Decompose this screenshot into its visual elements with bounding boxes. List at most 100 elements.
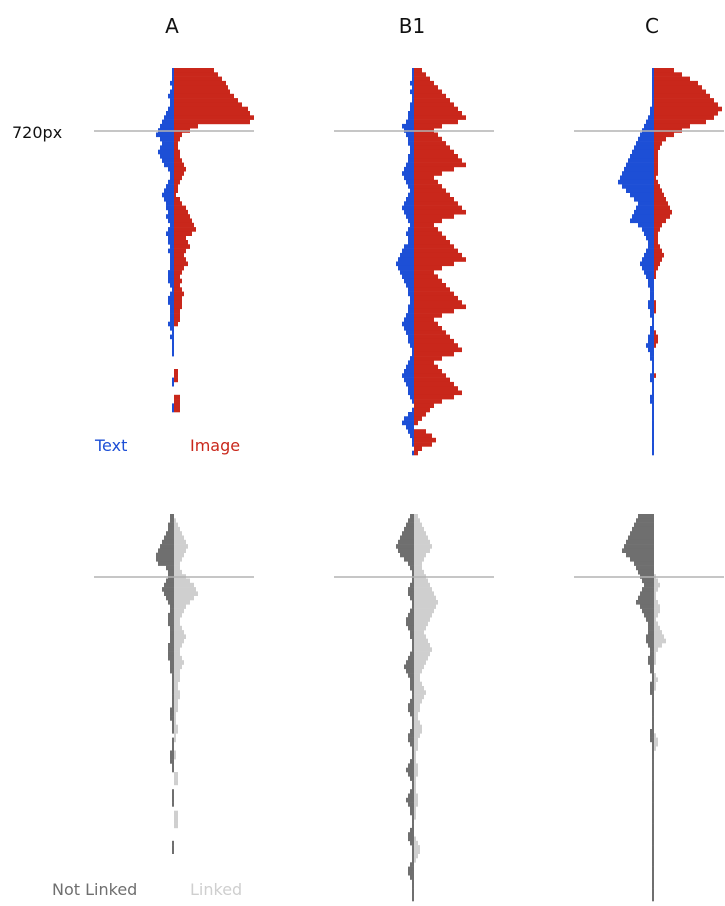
bar-bottom-a-left-34	[170, 660, 174, 665]
bar-bottom-a-right-60	[174, 772, 178, 777]
bar-top-b1-left-54	[410, 300, 414, 305]
bar-bottom-b1-right-32	[414, 651, 430, 657]
bar-bottom-b1-left-69	[410, 810, 414, 816]
bar-bottom-c-left-1	[636, 518, 654, 523]
bar-bottom-a-right-15	[174, 578, 190, 584]
bar-bottom-b1-right-52	[414, 737, 418, 743]
bar-top-a-right-72	[174, 377, 178, 383]
bar-bottom-b1-right-46	[414, 711, 418, 717]
bar-top-a-right-44	[174, 257, 186, 262]
bar-top-b1-left-49	[404, 278, 414, 284]
bar-bottom-a-left-10	[156, 557, 174, 562]
bar-top-b1-left-41	[404, 244, 414, 249]
bar-top-b1-right-45	[414, 261, 454, 267]
bar-bottom-c-left-56	[652, 754, 654, 760]
bar-bottom-a-left-52	[172, 737, 174, 743]
bar-top-b1-left-55	[408, 304, 414, 310]
bar-top-b1-right-59	[414, 321, 438, 327]
bar-top-b1-right-11	[414, 115, 466, 120]
bar-top-a-left-50	[170, 283, 174, 288]
bar-top-c-right-41	[654, 244, 660, 249]
bar-bottom-b1-right-30	[414, 643, 430, 648]
bar-bottom-c-left-84	[652, 875, 654, 880]
bar-top-c-left-62	[648, 334, 654, 340]
bar-top-c-left-79	[652, 407, 654, 413]
bar-top-b1-left-43	[400, 252, 414, 258]
bar-top-a-left-19	[158, 149, 174, 155]
bar-top-c-right-10	[654, 111, 718, 116]
bar-top-c-left-87	[652, 442, 654, 447]
bar-top-b1-right-21	[414, 158, 462, 163]
bar-bottom-c-left-31	[650, 647, 654, 652]
bar-bottom-a-right-23	[174, 612, 182, 618]
bar-bottom-b1-left-58	[408, 763, 414, 768]
bar-bottom-a-right-26	[174, 625, 182, 631]
bar-top-c-right-62	[654, 334, 658, 340]
bar-top-a-left-40	[168, 240, 174, 245]
bar-top-a-left-48	[168, 274, 174, 279]
bar-top-a-left-33	[168, 209, 174, 215]
bar-bottom-c-left-2	[634, 522, 654, 528]
bar-bottom-c-right-15	[654, 578, 658, 584]
bar-top-b1-right-51	[414, 287, 450, 292]
bar-top-b1-left-21	[408, 158, 414, 163]
bar-top-c-left-34	[632, 214, 654, 219]
bar-top-a-right-7	[174, 98, 238, 103]
bar-bottom-a-right-4	[174, 531, 182, 536]
bar-bottom-a-left-1	[170, 518, 174, 523]
bar-bottom-c-left-66	[652, 797, 654, 803]
bar-top-a-left-65	[172, 347, 174, 353]
bar-bottom-b1-left-22	[410, 608, 414, 614]
bar-bottom-c-left-20	[636, 600, 654, 605]
bar-bottom-a-right-19	[174, 595, 194, 601]
bar-top-b1-right-53	[414, 295, 458, 301]
bar-bottom-b1-right-27	[414, 630, 424, 635]
bar-top-c-left-63	[648, 338, 654, 344]
bar-bottom-c-left-76	[652, 840, 654, 846]
bar-top-c-right-56	[654, 308, 656, 314]
bar-bottom-b1-left-15	[412, 578, 414, 584]
bar-top-a-left-21	[162, 158, 174, 163]
bar-top-b1-right-8	[414, 102, 454, 107]
bar-top-b1-right-20	[414, 154, 458, 159]
bar-top-a-left-18	[160, 145, 174, 150]
bar-bottom-a-right-37	[174, 673, 180, 678]
bar-bottom-c-left-15	[642, 578, 654, 584]
bar-bottom-b1-left-8	[398, 548, 414, 553]
bar-top-a-left-2	[172, 76, 174, 82]
bar-top-c-left-70	[652, 369, 654, 374]
bar-bottom-c-left-38	[652, 677, 654, 682]
bar-top-b1-left-52	[408, 291, 414, 297]
bar-top-a-right-49	[174, 278, 182, 284]
bar-bottom-c-left-0	[638, 514, 654, 519]
bar-bottom-a-right-42	[174, 694, 180, 700]
bar-top-b1-right-43	[414, 252, 462, 258]
bar-bottom-a-right-16	[174, 582, 194, 588]
bar-top-a-left-15	[156, 132, 174, 138]
bar-bottom-c-left-22	[642, 608, 654, 614]
bar-top-b1-left-77	[412, 399, 414, 404]
bar-top-c-left-47	[644, 270, 654, 275]
bar-bottom-b1-left-62	[412, 780, 414, 786]
bar-top-a-right-18	[174, 145, 178, 150]
bar-bottom-a-left-7	[160, 544, 174, 549]
bar-top-c-left-41	[648, 244, 654, 249]
bar-top-b1-right-17	[414, 141, 446, 146]
bar-bottom-b1-right-18	[414, 591, 434, 596]
bar-top-c-left-85	[652, 433, 654, 439]
bar-bottom-a-left-23	[168, 612, 174, 618]
bar-top-c-left-32	[636, 205, 654, 211]
bar-bottom-c-left-88	[652, 892, 654, 897]
bar-bottom-c-left-80	[652, 858, 654, 863]
bar-top-b1-right-42	[414, 248, 458, 254]
bar-top-b1-left-2	[412, 76, 414, 82]
bar-bottom-a-left-46	[170, 711, 174, 717]
bar-top-b1-right-79	[414, 407, 430, 413]
bar-top-a-right-48	[174, 274, 180, 279]
bar-top-c-left-2	[652, 76, 654, 82]
bar-bottom-a-right-35	[174, 664, 182, 670]
bar-bottom-b1-right-10	[414, 557, 424, 562]
bar-bottom-b1-right-78	[414, 849, 420, 854]
bar-bottom-b1-left-50	[410, 729, 414, 734]
bar-top-a-left-45	[170, 261, 174, 267]
